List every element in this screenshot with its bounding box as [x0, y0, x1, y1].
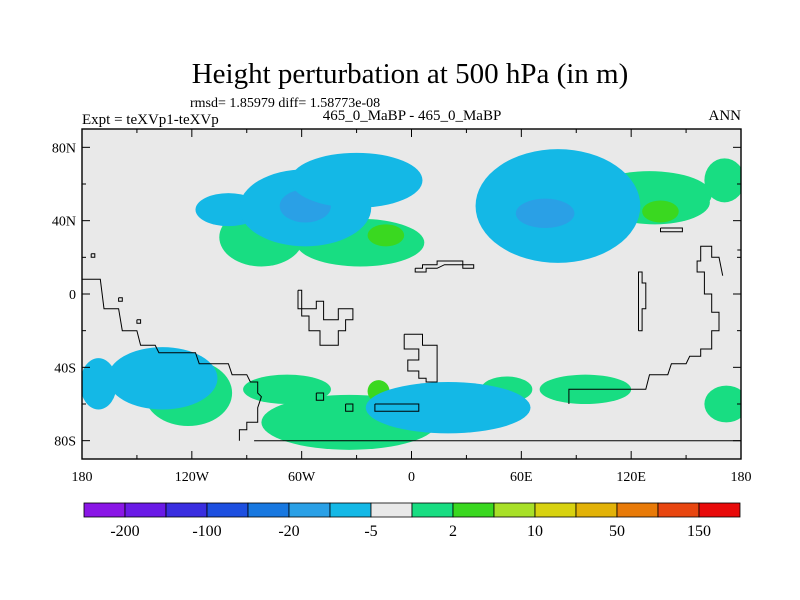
x-tick-label: 0 — [408, 470, 415, 485]
y-tick-label: 40N — [52, 215, 76, 230]
colorbar-swatch — [83, 502, 126, 518]
land-outline — [82, 278, 262, 441]
x-tick-labels: 180 120W 60W 0 60E 120E 180 — [72, 470, 752, 485]
positive-anomaly-region — [243, 374, 331, 405]
y-tick-label: 80S — [54, 435, 76, 450]
y-tick-label: 80N — [52, 141, 76, 156]
colorbar-label: 50 — [609, 523, 625, 540]
axis-ticks — [81, 129, 742, 459]
land-outline — [297, 289, 354, 346]
negative-anomaly-region — [515, 198, 575, 228]
stats-text: rmsd= 1.85979 diff= 1.58773e-08 — [190, 96, 380, 111]
land-outline — [568, 245, 724, 404]
colorbar-swatch — [288, 502, 331, 518]
colorbar-labels: -200 -100 -20 -5 2 10 50 150 — [110, 523, 711, 540]
colorbar-swatch — [575, 502, 618, 518]
land-outline — [660, 227, 683, 233]
colorbar-swatch — [616, 502, 659, 518]
negative-anomaly-region — [82, 358, 117, 410]
positive-anomaly-region — [704, 385, 741, 423]
colorbar-label: -20 — [278, 523, 299, 540]
x-tick-label: 120W — [175, 470, 210, 485]
colorbar-swatch — [206, 502, 249, 518]
plot-area — [82, 129, 741, 459]
colorbar-swatch — [124, 502, 167, 518]
x-tick-label: 60W — [288, 470, 316, 485]
negative-anomaly-region — [365, 382, 531, 434]
colorbar-swatch — [534, 502, 577, 518]
land-outline — [118, 297, 123, 302]
continent-outlines — [82, 227, 741, 442]
colorbar-swatch — [452, 502, 495, 518]
colorbar-swatch — [493, 502, 536, 518]
colorbar-label: 150 — [687, 523, 711, 540]
land-outline — [315, 392, 325, 401]
colorbar-swatch — [698, 502, 741, 518]
land-outline — [638, 271, 647, 332]
land-outline — [90, 253, 96, 258]
colorbar-label: 2 — [449, 523, 457, 540]
colorbar-swatch — [247, 502, 290, 518]
y-tick-label: 0 — [69, 288, 76, 303]
negative-anomaly-region — [107, 347, 218, 410]
land-outline — [345, 403, 354, 412]
land-outline — [414, 260, 475, 273]
x-tick-label: 120E — [616, 470, 646, 485]
center-label: 465_0_MaBP - 465_0_MaBP — [323, 108, 502, 124]
positive-anomaly-region — [642, 200, 679, 223]
y-tick-labels: 80N 40N 0 40S 80S — [52, 141, 76, 449]
land-outline — [403, 333, 438, 383]
x-tick-label: 180 — [72, 470, 93, 485]
positive-anomaly-region — [367, 224, 405, 247]
colorbar-swatch — [370, 502, 413, 518]
land-outline — [374, 403, 420, 412]
positive-anomaly-region — [704, 158, 741, 203]
x-tick-label: 180 — [731, 470, 752, 485]
colorbar-swatch — [165, 502, 208, 518]
colorbar-label: -5 — [364, 523, 377, 540]
colorbar-swatch — [411, 502, 454, 518]
colorbar-swatch — [657, 502, 700, 518]
colorbar — [83, 502, 741, 518]
colorbar-label: -200 — [110, 523, 139, 540]
left-label: Expt = teXVp1-teXVp — [82, 112, 219, 128]
colorbar-label: 10 — [527, 523, 543, 540]
y-tick-label: 40S — [54, 361, 76, 376]
land-outline — [136, 319, 142, 324]
colorbar-swatch — [329, 502, 372, 518]
x-tick-label: 60E — [510, 470, 533, 485]
negative-anomaly-region — [290, 152, 423, 208]
colorbar-label: -100 — [192, 523, 221, 540]
right-label: ANN — [709, 108, 742, 124]
chart-title: Height perturbation at 500 hPa (in m) — [192, 58, 629, 90]
